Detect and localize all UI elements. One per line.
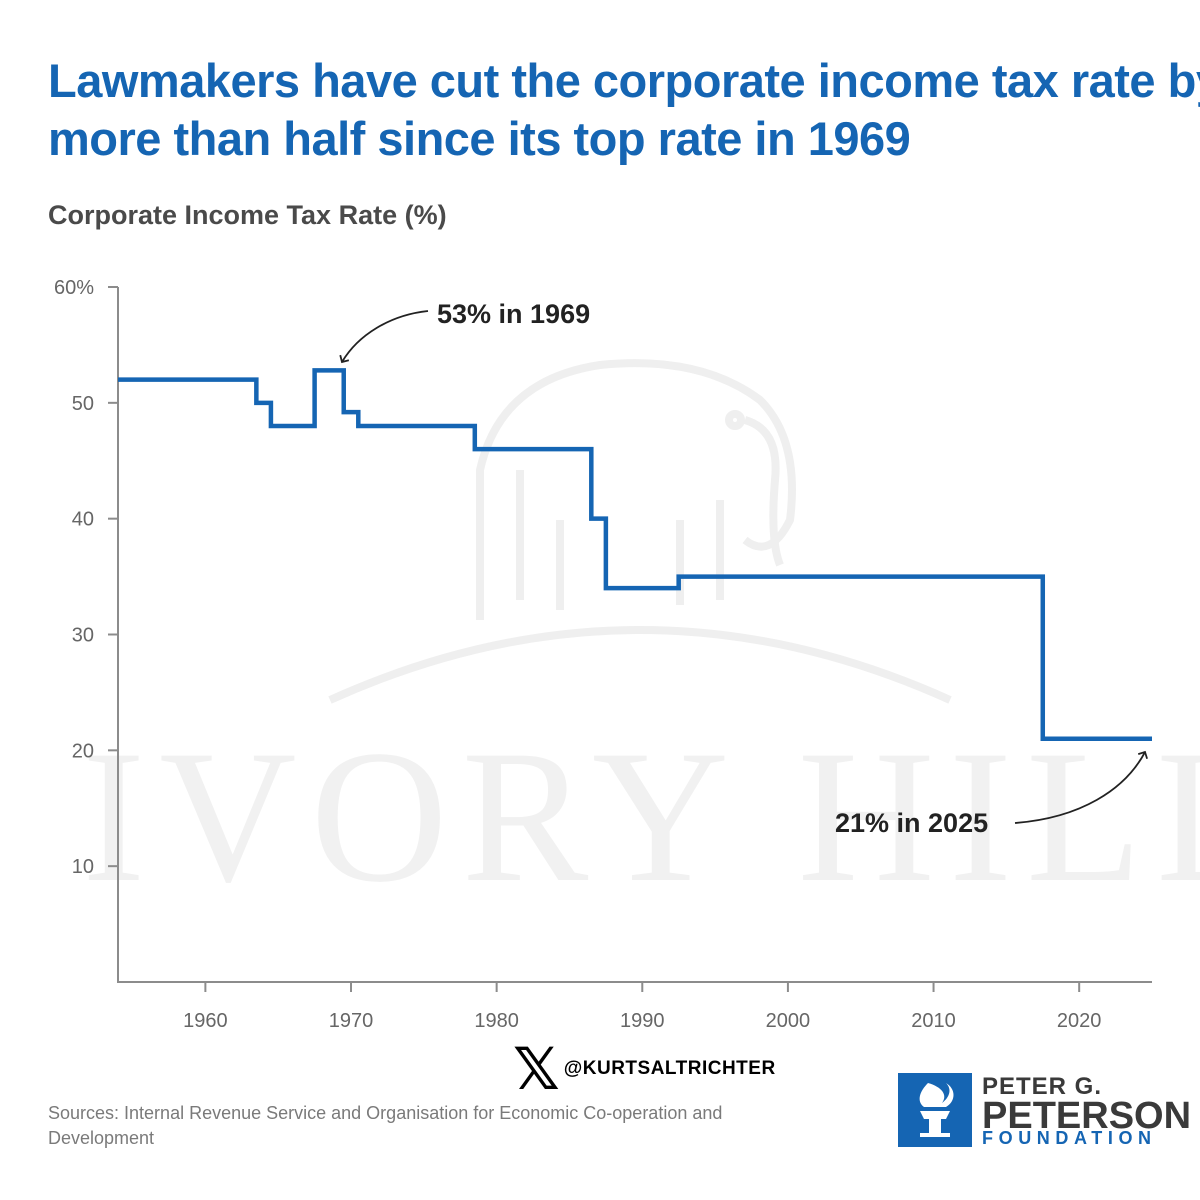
annotation-1969: 53% in 1969 (437, 299, 590, 329)
watermark: IVORY HILL (82, 359, 1200, 922)
y-tick-label: 20 (72, 740, 94, 762)
y-axis-ticks: 10 20 30 40 50 60% (54, 277, 118, 878)
series-line-corporate-tax-rate (118, 368, 1152, 741)
x-tick-label: 1990 (620, 1010, 665, 1032)
x-tick-label: 2000 (766, 1010, 811, 1032)
elephant-watermark-icon (328, 359, 952, 704)
tax-rate-chart: IVORY HILL 10 20 30 40 50 60% 1960 1970 1980 199… (54, 277, 1200, 1032)
x-tick-label: 1970 (329, 1010, 374, 1032)
x-tick-label: 2020 (1057, 1010, 1102, 1032)
annotation-arrow-2025 (1014, 750, 1148, 824)
brand-line-1: PETER G. (982, 1073, 1103, 1100)
y-tick-label: 60% (54, 277, 94, 299)
y-tick-label: 30 (72, 625, 94, 647)
chart-subtitle: Corporate Income Tax Rate (%) (48, 200, 447, 230)
annotation-arrow-1969 (339, 310, 429, 364)
chart-title-line-2: more than half since its top rate in 196… (48, 112, 911, 165)
x-tick-label: 1960 (183, 1010, 228, 1032)
social-handle[interactable]: 𝕏 @KURTSALTRICHTER (513, 1040, 776, 1098)
sources-note: Sources: Internal Revenue Service and Or… (48, 1103, 723, 1148)
annotation-2025: 21% in 2025 (835, 808, 988, 838)
brand-line-3: FOUNDATION (982, 1128, 1157, 1148)
x-tick-label: 1980 (474, 1010, 519, 1032)
y-tick-label: 40 (72, 509, 94, 531)
peterson-foundation-logo: PETER G. PETERSON FOUNDATION (898, 1073, 1191, 1149)
chart-title-line-1: Lawmakers have cut the corporate income … (48, 54, 1200, 107)
watermark-text: IVORY HILL (82, 712, 1200, 922)
brand-line-2: PETERSON (982, 1095, 1192, 1137)
x-axis-ticks: 1960 1970 1980 1990 2000 2010 2020 (183, 982, 1101, 1032)
social-handle-text: @KURTSALTRICHTER (563, 1058, 776, 1079)
y-tick-label: 10 (72, 856, 94, 878)
x-logo-icon: 𝕏 (513, 1035, 560, 1103)
y-tick-label: 50 (72, 393, 94, 415)
chart-title: Lawmakers have cut the corporate income … (48, 52, 1200, 168)
torch-icon (898, 1073, 972, 1147)
x-tick-label: 2010 (911, 1010, 956, 1032)
